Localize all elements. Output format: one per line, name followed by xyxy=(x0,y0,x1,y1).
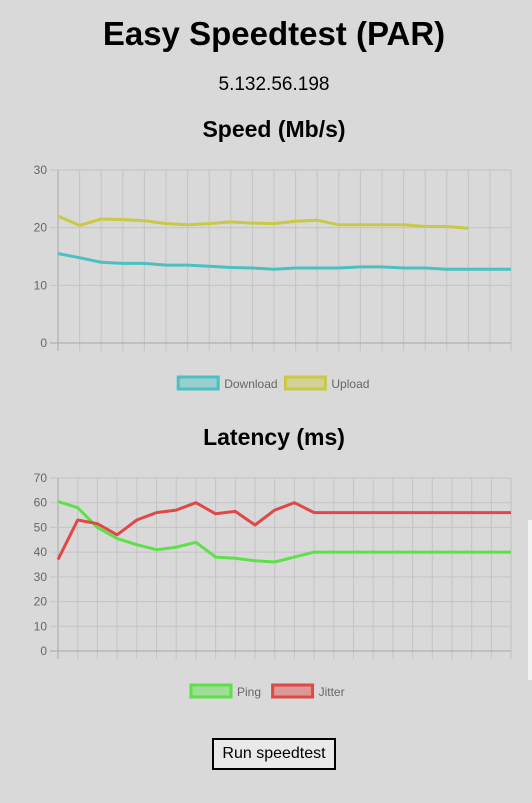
legend-item-download[interactable]: Download xyxy=(176,375,278,391)
legend-label: Ping xyxy=(237,685,261,699)
speed-y-tick-label: 10 xyxy=(34,278,48,292)
speed-legend: Download Upload xyxy=(176,375,369,391)
legend-label: Jitter xyxy=(319,685,345,699)
ip-address: 5.132.56.198 xyxy=(218,74,330,95)
legend-label: Download xyxy=(224,377,277,391)
scrollbar-edge xyxy=(528,520,532,680)
latency-y-tick-label: 10 xyxy=(34,619,48,633)
speed-y-tick-label: 0 xyxy=(40,336,47,350)
latency-y-tick-label: 50 xyxy=(34,520,48,534)
latency-grid xyxy=(50,477,512,659)
latency-chart: 0 10 20 30 40 50 60 70 Ping Jitter xyxy=(34,471,512,699)
speed-chart: 0 10 20 30 Download Upload xyxy=(34,163,512,391)
speed-series-download-line xyxy=(57,252,511,271)
latency-y-tick-label: 60 xyxy=(34,496,48,510)
latency-y-tick-label: 70 xyxy=(34,471,48,485)
latency-series-jitter-line xyxy=(56,501,511,561)
latency-chart-title: Latency (ms) xyxy=(203,424,345,450)
latency-y-tick-label: 20 xyxy=(34,595,48,609)
run-speedtest-button[interactable]: Run speedtest xyxy=(212,738,336,770)
legend-label: Upload xyxy=(331,377,369,391)
legend-swatch xyxy=(283,375,327,391)
legend-swatch xyxy=(189,683,233,699)
app-title: Easy Speedtest (PAR) xyxy=(102,15,446,52)
legend-swatch xyxy=(176,375,220,391)
legend-item-jitter[interactable]: Jitter xyxy=(271,683,345,699)
legend-item-ping[interactable]: Ping xyxy=(189,683,261,699)
latency-y-tick-label: 30 xyxy=(34,570,48,584)
legend-item-upload[interactable]: Upload xyxy=(283,375,369,391)
speed-grid xyxy=(50,169,512,351)
legend-swatch xyxy=(271,683,315,699)
latency-y-tick-label: 40 xyxy=(34,545,48,559)
speed-y-tick-label: 30 xyxy=(34,163,48,177)
latency-legend: Ping Jitter xyxy=(189,683,345,699)
speed-chart-title: Speed (Mb/s) xyxy=(202,116,346,142)
speed-y-tick-label: 20 xyxy=(34,221,48,235)
latency-y-tick-label: 0 xyxy=(40,644,47,658)
speed-series-upload-line xyxy=(57,214,469,230)
latency-series-ping-line xyxy=(57,500,511,564)
